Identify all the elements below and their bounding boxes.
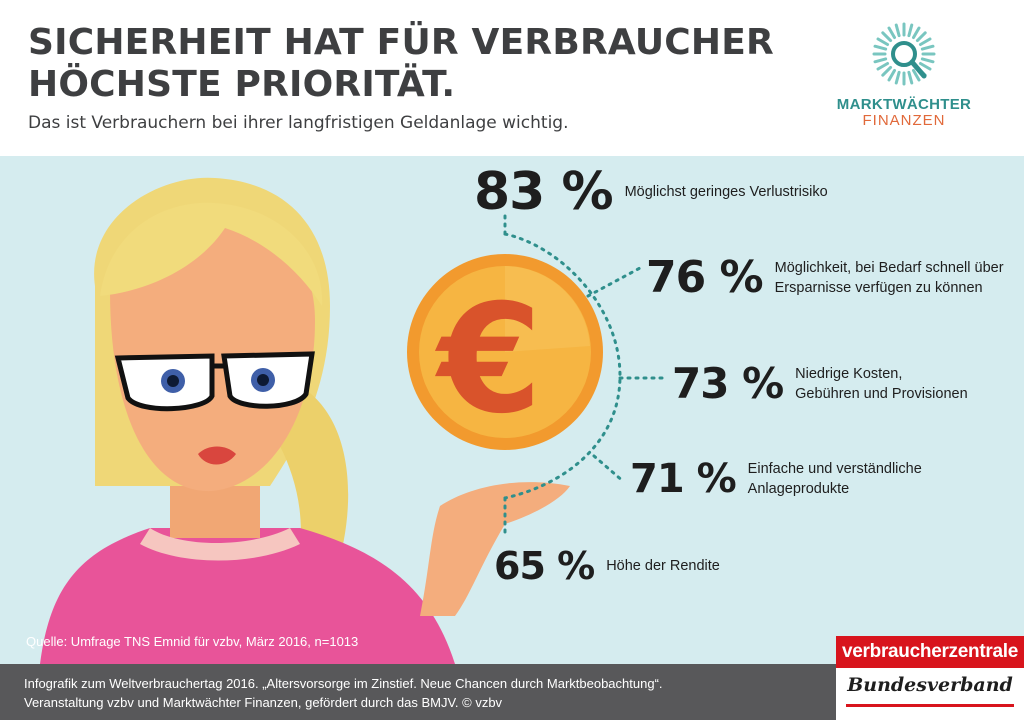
magnifier-sunburst-icon (872, 22, 936, 86)
page-title: SICHERHEIT HAT FÜR VERBRAUCHER HÖCHSTE PR… (28, 22, 774, 106)
marktwaechter-logo: MARKTWÄCHTER FINANZEN (833, 96, 975, 128)
stat-connector (592, 454, 626, 484)
stat-value: 83 % (474, 162, 614, 222)
sunburst-ray (912, 68, 921, 82)
sunburst-ray (912, 26, 921, 40)
shirt (40, 528, 455, 664)
title-line-1: SICHERHEIT HAT FÜR VERBRAUCHER (28, 22, 774, 63)
sunburst-ray (907, 70, 914, 85)
sunburst-ray (918, 62, 932, 71)
collar (140, 528, 300, 561)
stat-item: 65 % Höhe der Rendite (494, 544, 720, 588)
glasses (114, 351, 315, 412)
stat-value: 65 % (494, 544, 595, 588)
sunburst-ray (881, 31, 893, 43)
sunburst-ray (876, 37, 890, 46)
stat-value: 73 % (672, 359, 784, 408)
infographic-panel: € 83 % Möglichst geringes Verlustrisiko … (0, 156, 1024, 664)
hair-fringe (100, 202, 323, 306)
source-note: Quelle: Umfrage TNS Emnid für vzbv, März… (26, 634, 359, 649)
stat-label: Höhe der Rendite (606, 558, 720, 574)
sunburst-ray (894, 70, 901, 85)
header: SICHERHEIT HAT FÜR VERBRAUCHER HÖCHSTE PR… (0, 0, 1024, 156)
sunburst-ray (907, 23, 914, 38)
brand-underline (846, 704, 1014, 707)
verbraucherzentrale-logo: verbraucherzentrale Bundesverband (836, 636, 1024, 720)
sunburst-ray (876, 62, 890, 71)
footer-text: Infografik zum Weltverbrauchertag 2016. … (24, 676, 663, 710)
stat-value: 76 % (646, 252, 764, 303)
stat-item: 71 % Einfache und verständliche Anlagepr… (630, 456, 922, 502)
brand-top: verbraucherzentrale (836, 636, 1024, 668)
page-subtitle: Das ist Verbrauchern bei ihrer langfrist… (28, 113, 569, 133)
stat-connector (586, 266, 642, 298)
sunburst-ray (918, 37, 932, 46)
hand (420, 482, 570, 616)
sunburst-ray (920, 57, 935, 64)
sunburst-ray (887, 26, 896, 40)
sunburst-ray (873, 57, 888, 64)
stat-item: 76 % Möglichkeit, bei Bedarf schnell übe… (646, 252, 1004, 303)
woman-with-coin-illustration: € (40, 177, 666, 664)
logo-line-1: MARKTWÄCHTER (836, 96, 972, 113)
sunburst-ray (881, 65, 893, 77)
sunburst-ray (920, 44, 935, 51)
stat-label: Möglichkeit, bei Bedarf schnell über Ers… (774, 259, 1004, 296)
dotted-arc (503, 232, 622, 500)
stat-value: 71 % (630, 456, 737, 502)
stat-label: Niedrige Kosten, Gebühren und Provisione… (795, 365, 968, 402)
stat-label: Einfache und verständliche Anlageprodukt… (747, 461, 922, 497)
logo-line-2: FINANZEN (862, 112, 946, 129)
face (110, 213, 315, 492)
sunburst-ray (873, 44, 888, 51)
mouth (198, 446, 236, 465)
sunburst-ray (887, 68, 896, 82)
neck (170, 486, 260, 538)
brand-bottom: Bundesverband (847, 674, 1013, 696)
stat-item: 73 % Niedrige Kosten, Gebühren und Provi… (672, 359, 968, 408)
title-line-2: HÖCHSTE PRIORITÄT. (28, 64, 456, 105)
euro-symbol: € (435, 273, 542, 447)
sunburst-ray (894, 23, 901, 38)
stat-label: Möglichst geringes Verlustrisiko (624, 184, 828, 200)
stat-item: 83 % Möglichst geringes Verlustrisiko (474, 162, 828, 222)
sunburst-ray (915, 31, 927, 43)
